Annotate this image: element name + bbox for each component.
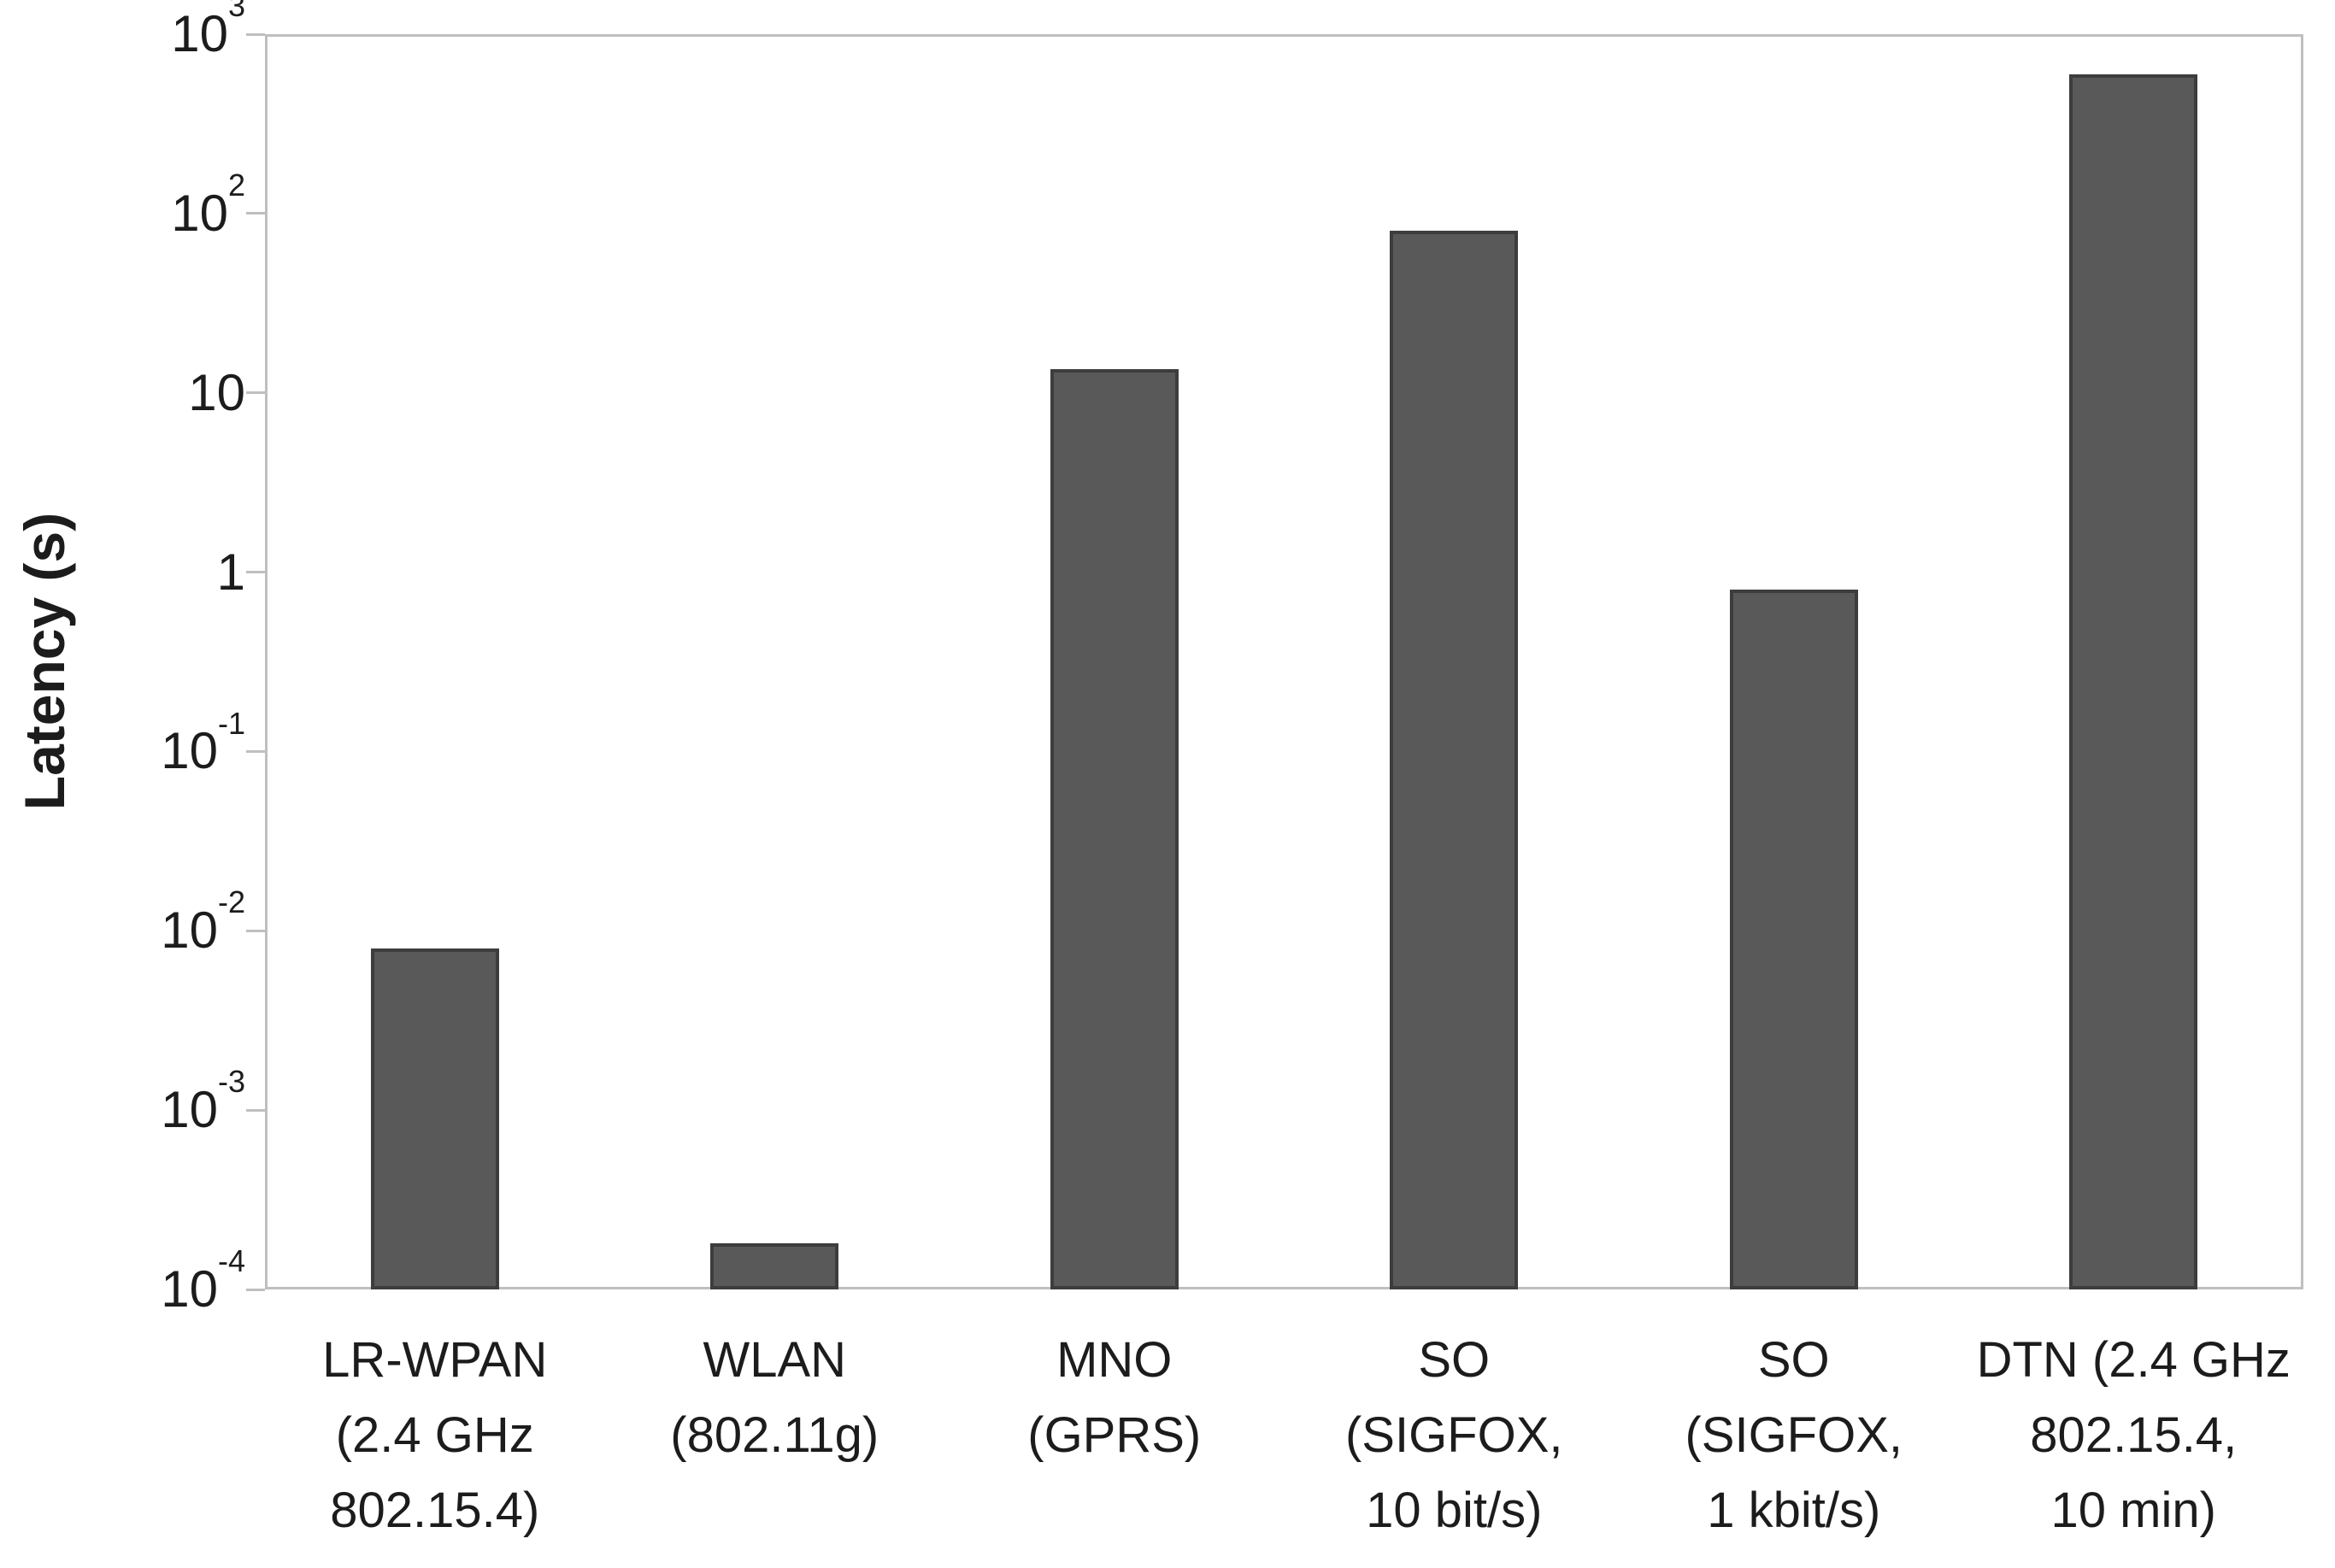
y-axis-tick xyxy=(246,929,265,932)
x-axis-label-mno-gprs: MNO (GPRS) xyxy=(892,1323,1337,1473)
plot-area xyxy=(265,34,2303,1289)
bar-so-sigfox-10-bit-s xyxy=(1390,231,1519,1289)
x-axis-label-line: WLAN xyxy=(703,1332,847,1388)
y-tick-label: 102 xyxy=(171,167,245,242)
bar-mno-gprs xyxy=(1050,369,1179,1289)
x-axis-label-line: (2.4 GHz xyxy=(335,1407,534,1463)
y-axis-tick xyxy=(246,32,265,36)
y-tick-label: 10-1 xyxy=(161,705,245,780)
y-tick-exponent: -3 xyxy=(217,1064,245,1100)
y-tick-label: 10 xyxy=(188,363,245,421)
bar-wlan-802-11g xyxy=(710,1243,839,1289)
y-tick-exponent: 3 xyxy=(227,0,245,24)
x-axis-label-line: (GPRS) xyxy=(1027,1407,1202,1463)
x-axis-label-so-sigfox-1-kbit-s: SO (SIGFOX, 1 kbit/s) xyxy=(1572,1323,2016,1548)
y-axis-tick xyxy=(246,1288,265,1291)
x-axis-label-line: (802.11g) xyxy=(670,1407,879,1463)
x-axis-label-line: 802.15.4) xyxy=(330,1483,540,1538)
y-axis-tick xyxy=(246,1108,265,1112)
x-axis-label-lr-wpan-2-4-ghz-802-15-4: LR-WPAN (2.4 GHz 802.15.4) xyxy=(213,1323,657,1548)
bar-lr-wpan-2-4-ghz-802-15-4 xyxy=(370,948,499,1289)
x-axis-label-line: MNO xyxy=(1056,1332,1173,1388)
x-axis-label-line: (SIGFOX, xyxy=(1685,1407,1903,1463)
y-axis-tick xyxy=(246,391,265,395)
x-axis-label-line: 10 min) xyxy=(2050,1483,2216,1538)
x-axis-label-line: SO xyxy=(1757,1332,1830,1388)
y-tick-exponent: -2 xyxy=(217,884,245,920)
y-tick-exponent: -4 xyxy=(217,1243,245,1279)
y-axis-tick xyxy=(246,212,265,215)
x-axis-label-line: DTN (2.4 GHz xyxy=(1976,1332,2291,1388)
x-axis-label-line: (SIGFOX, xyxy=(1344,1407,1563,1463)
y-tick-label: 103 xyxy=(0,0,245,73)
y-tick-label: 10-3 xyxy=(161,1064,245,1139)
x-axis-label-line: 10 bit/s) xyxy=(1366,1483,1543,1538)
y-tick-label: 10-2 xyxy=(161,884,245,960)
x-axis-label-so-sigfox-10-bit-s: SO (SIGFOX, 10 bit/s) xyxy=(1232,1323,1676,1548)
y-tick-exponent: -1 xyxy=(217,705,245,741)
bar-so-sigfox-1-kbit-s xyxy=(1729,589,1858,1289)
y-tick-label: 10-4 xyxy=(161,1243,245,1318)
x-axis-label-wlan-802-11g: WLAN (802.11g) xyxy=(552,1323,997,1473)
y-axis-tick xyxy=(246,749,265,753)
x-axis-label-dtn-2-4-ghz-802-15-4-10-min: DTN (2.4 GHz 802.15.4, 10 min) xyxy=(1911,1323,2335,1548)
x-axis-label-line: SO xyxy=(1418,1332,1491,1388)
x-axis-label-line: LR-WPAN xyxy=(322,1332,548,1388)
x-axis-label-line: 802.15.4, xyxy=(2030,1407,2238,1463)
y-axis-tick xyxy=(246,571,265,574)
y-tick-label: 1 xyxy=(216,543,245,601)
bar-dtn-2-4-ghz-802-15-4-10-min xyxy=(2069,73,2198,1289)
y-tick-exponent: 2 xyxy=(227,167,245,203)
x-axis-label-line: 1 kbit/s) xyxy=(1707,1483,1881,1538)
